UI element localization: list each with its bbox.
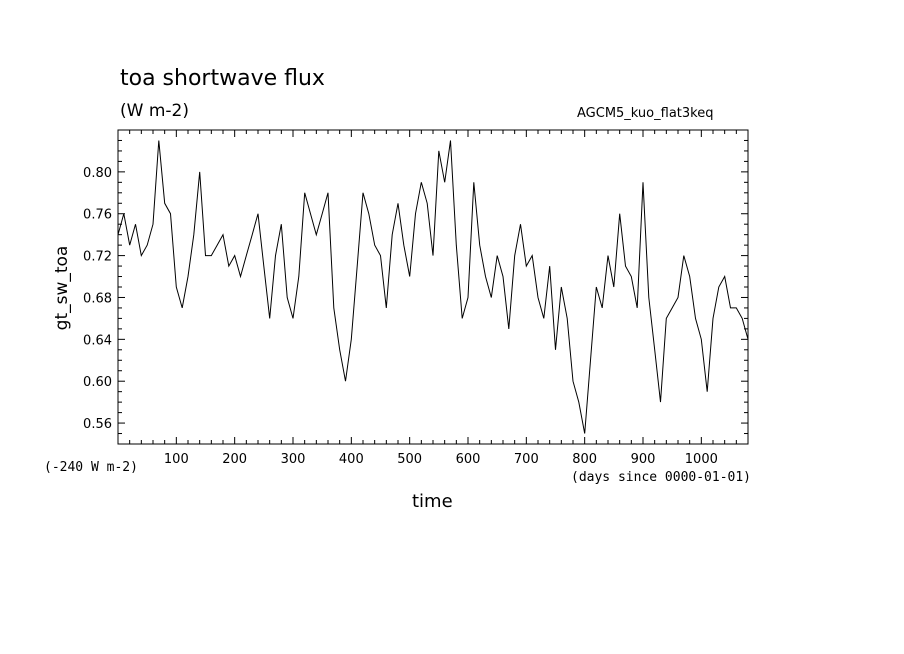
run-name-label: AGCM5_kuo_flat3keq <box>577 106 714 121</box>
x-axis-label: time <box>412 491 453 512</box>
y-tick-label: 0.68 <box>83 291 112 306</box>
x-tick-label: 400 <box>339 452 364 467</box>
x-units-note: (days since 0000-01-01) <box>571 470 752 485</box>
units-label: (W m-2) <box>120 101 189 121</box>
series-line <box>117 140 749 434</box>
y-tick-label: 0.76 <box>83 208 112 223</box>
x-tick-label: 1000 <box>685 452 718 467</box>
x-tick-label: 800 <box>572 452 597 467</box>
x-tick-label: 100 <box>164 452 189 467</box>
y-tick-label: 0.72 <box>83 250 112 265</box>
y-tick-label: 0.80 <box>83 166 112 181</box>
x-tick-label: 600 <box>456 452 481 467</box>
plot-frame <box>117 129 749 445</box>
x-tick-label: 900 <box>631 452 656 467</box>
x-tick-label: 300 <box>281 452 306 467</box>
y-tick-label: 0.56 <box>83 417 112 432</box>
x-tick-label: 200 <box>222 452 247 467</box>
chart-title: toa shortwave flux <box>120 66 325 91</box>
x-tick-label: 700 <box>514 452 539 467</box>
y-tick-label: 0.64 <box>83 333 112 348</box>
x-tick-label: 500 <box>397 452 422 467</box>
offset-note: (-240 W m-2) <box>44 460 138 475</box>
y-tick-label: 0.60 <box>83 375 112 390</box>
